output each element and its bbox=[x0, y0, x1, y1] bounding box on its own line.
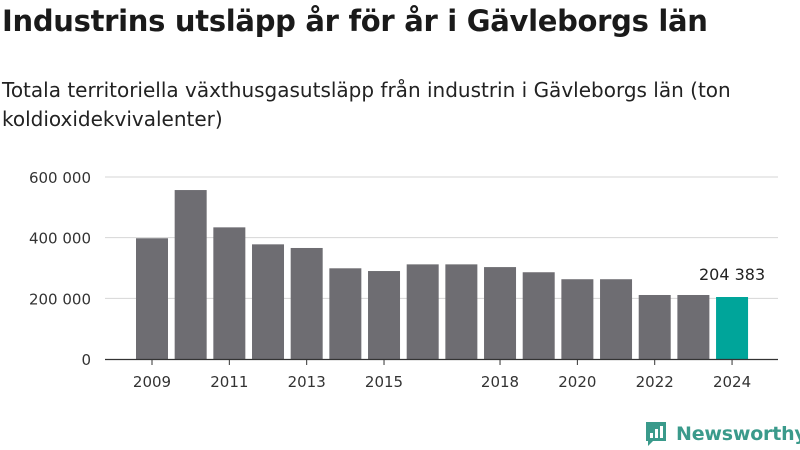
bar-2016 bbox=[406, 264, 439, 359]
bar-2023 bbox=[677, 294, 710, 359]
bar-2009 bbox=[136, 238, 168, 359]
bar-2022 bbox=[638, 294, 671, 359]
x-tick-label-2020: 2020 bbox=[558, 373, 596, 391]
x-tick-label-2024: 2024 bbox=[713, 373, 751, 391]
bar-2019 bbox=[522, 272, 555, 359]
x-tick-label-2011: 2011 bbox=[210, 373, 248, 391]
data-label-2024: 204 383 bbox=[699, 265, 765, 284]
logo-bar-1 bbox=[650, 433, 653, 438]
bar-2013 bbox=[290, 247, 323, 359]
x-tick-label-2015: 2015 bbox=[365, 373, 403, 391]
bar-2020 bbox=[561, 279, 594, 359]
bar-2024 bbox=[716, 297, 749, 359]
bar-2017 bbox=[445, 264, 478, 359]
bar-2015 bbox=[368, 271, 401, 359]
y-tick-label-600000: 600 000 bbox=[29, 169, 91, 187]
bar-2010 bbox=[174, 190, 207, 359]
y-tick-label-0: 0 bbox=[81, 351, 91, 369]
logo-bar-3 bbox=[660, 426, 663, 438]
bar-2021 bbox=[600, 279, 633, 359]
bar-2012 bbox=[252, 244, 285, 359]
bars bbox=[136, 190, 749, 359]
y-tick-label-200000: 200 000 bbox=[29, 290, 91, 308]
bar-2014 bbox=[329, 268, 362, 359]
newsworthy-brand: Newsworthy bbox=[644, 420, 800, 448]
logo-bar-2 bbox=[655, 429, 658, 438]
axis-labels: 600 000 400 000 200 000 0 2009 2011 2013 2015 20… bbox=[29, 169, 765, 391]
x-tick-label-2022: 2022 bbox=[636, 373, 674, 391]
bar-2011 bbox=[213, 227, 246, 359]
chart-title: Industrins utsläpp år för år i Gävleborg… bbox=[2, 4, 708, 38]
bar-2018 bbox=[484, 267, 517, 359]
y-tick-label-400000: 400 000 bbox=[29, 230, 91, 248]
newsworthy-logo-icon bbox=[646, 422, 666, 446]
x-tick-label-2013: 2013 bbox=[288, 373, 326, 391]
brand-name: Newsworthy bbox=[676, 423, 800, 445]
x-tick-label-2009: 2009 bbox=[133, 373, 171, 391]
x-tick-label-2018: 2018 bbox=[481, 373, 519, 391]
chart-subtitle: Totala territoriella växthusgasutsläpp f… bbox=[2, 78, 731, 131]
